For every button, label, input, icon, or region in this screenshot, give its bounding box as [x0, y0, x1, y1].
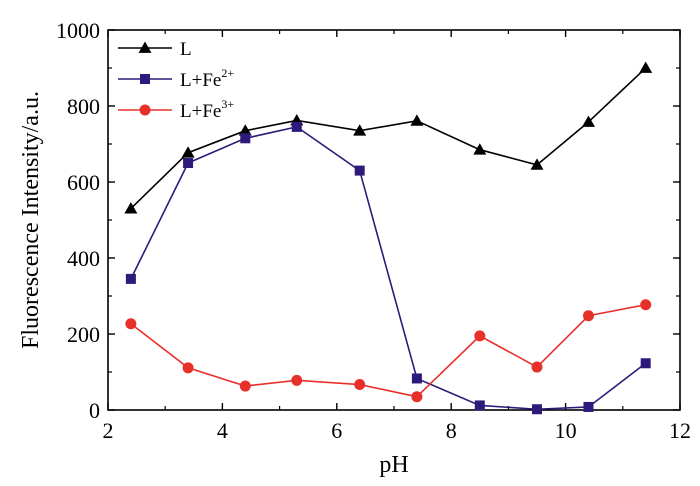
data-point [640, 299, 652, 311]
x-tick-label: 12 [669, 418, 691, 443]
y-tick-label: 600 [67, 170, 100, 195]
data-point [531, 361, 543, 373]
series-1 [125, 121, 651, 415]
data-point [474, 400, 485, 411]
data-point [238, 124, 252, 136]
axes: 2 4 6 8 10 12 0 200 400 600 800 1000 [56, 18, 691, 443]
x-axis-title: pH [379, 452, 408, 478]
legend-marker [139, 104, 151, 116]
x-tick-label: 8 [446, 418, 457, 443]
data-point [125, 273, 136, 284]
data-point [181, 146, 195, 158]
data-point [240, 133, 251, 144]
data-point [640, 358, 651, 369]
data-point [583, 401, 594, 412]
series-2 [125, 299, 652, 403]
data-point [639, 61, 653, 73]
y-tick-label: 400 [67, 246, 100, 271]
data-point [125, 318, 137, 330]
data-point [124, 202, 138, 214]
data-point [183, 158, 194, 168]
series-line [130, 126, 647, 411]
legend-label: L+Fe2+ [180, 66, 234, 91]
data-point [239, 380, 251, 392]
data-point [354, 379, 366, 391]
x-tick-label: 6 [331, 418, 342, 443]
data-point [411, 391, 423, 403]
y-axis-title: Fluorescence Intensity/a.u. [18, 91, 44, 349]
data-point [581, 115, 595, 127]
legend: L L+Fe2+ L+Fe3+ [118, 39, 234, 122]
series-line [130, 303, 646, 398]
data-point [411, 373, 422, 384]
data-point [291, 121, 302, 132]
y-tick-label: 0 [89, 398, 100, 423]
data-point [353, 124, 367, 136]
data-point [354, 165, 365, 176]
legend-label: L [180, 39, 192, 60]
y-tick-label: 800 [67, 94, 100, 119]
data-point [582, 310, 594, 322]
data-point [530, 158, 544, 170]
legend-marker [140, 74, 150, 84]
legend-marker [138, 41, 152, 53]
series-line [130, 67, 647, 210]
x-tick-label: 10 [555, 418, 577, 443]
y-tick-label: 1000 [56, 18, 100, 43]
data-point [532, 404, 542, 415]
data-point [291, 374, 303, 386]
series-layer [124, 61, 653, 415]
legend-label: L+Fe3+ [180, 97, 234, 122]
data-point [473, 143, 487, 155]
data-point [474, 330, 486, 342]
x-tick-label: 4 [217, 418, 228, 443]
series-0 [124, 61, 653, 214]
x-tick-label: 2 [103, 418, 114, 443]
data-point [182, 362, 194, 374]
data-point [410, 114, 424, 126]
y-tick-label: 200 [67, 322, 100, 347]
